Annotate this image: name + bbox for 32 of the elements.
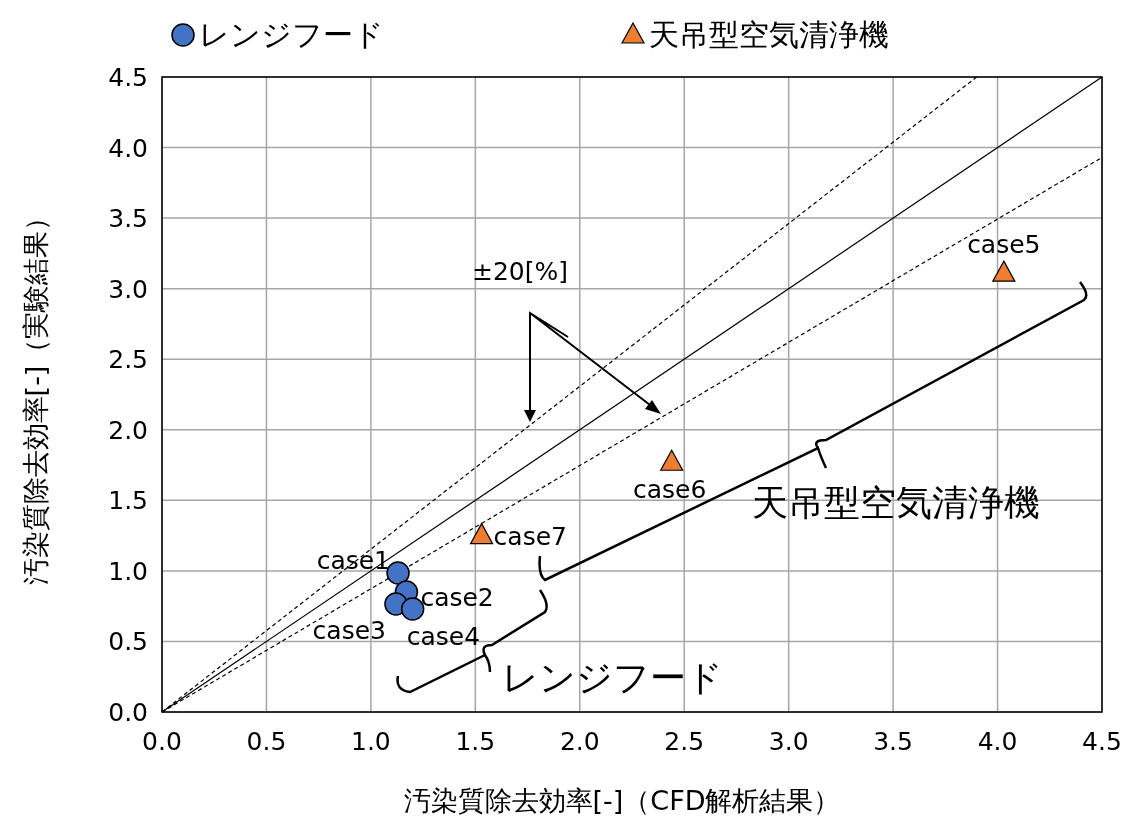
annotation: 天吊型空気清浄機 xyxy=(752,482,1040,523)
x-tick-label: 3.0 xyxy=(768,727,809,756)
annotation: case3 xyxy=(312,616,386,646)
y-tick-label: 3.0 xyxy=(108,274,148,304)
y-tick-label: 4.5 xyxy=(108,63,148,92)
y-tick-label: 0.0 xyxy=(108,698,148,727)
y-tick-label: 4.0 xyxy=(108,133,148,163)
x-axis-title: 汚染質除去効率[-]（CFD解析結果） xyxy=(403,785,841,816)
annotation: レンジフード xyxy=(502,657,723,698)
x-tick-label: 4.5 xyxy=(1082,727,1121,756)
x-tick-label: 2.0 xyxy=(559,727,600,756)
annotation: case5 xyxy=(967,230,1041,260)
annotation: case1 xyxy=(316,546,391,576)
y-tick-label: 3.5 xyxy=(108,204,148,234)
x-tick-label: 2.5 xyxy=(664,727,705,756)
y-tick-label: 1.0 xyxy=(108,556,148,586)
x-tick-label: 1.0 xyxy=(351,727,391,756)
y-tick-label: 2.0 xyxy=(108,415,148,445)
annotation: case7 xyxy=(493,521,567,551)
annotation: case2 xyxy=(420,583,494,613)
x-tick-label: 3.5 xyxy=(873,727,913,756)
annotation: ±20[%] xyxy=(472,257,569,286)
y-tick-label: 0.5 xyxy=(108,627,148,657)
x-tick-label: 1.5 xyxy=(455,727,496,756)
x-tick-label: 0.5 xyxy=(246,727,287,756)
annotation: case4 xyxy=(406,621,481,651)
x-tick-label: 4.0 xyxy=(977,727,1018,756)
x-tick-label: 0.0 xyxy=(142,727,182,756)
y-axis-title: 汚染質除去効率[-]（実験結果） xyxy=(20,203,51,586)
annotation: case6 xyxy=(632,475,707,505)
y-tick-label: 2.5 xyxy=(108,345,148,375)
y-tick-label: 1.5 xyxy=(108,486,148,516)
